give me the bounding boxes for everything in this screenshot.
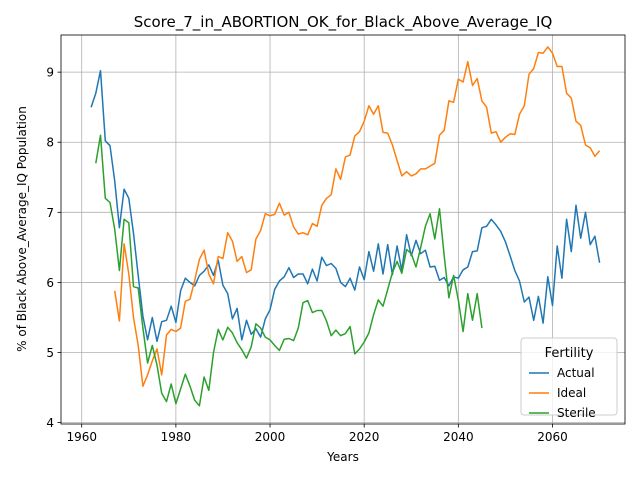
series-line-ideal (113, 46, 601, 387)
x-tick-label: 2020 (349, 430, 380, 444)
legend-label-actual: Actual (557, 366, 595, 380)
y-axis-ticks: 4 5 6 7 8 9 (46, 66, 61, 430)
legend-title: Fertility (545, 346, 594, 361)
legend-label-sterile: Sterile (557, 406, 596, 420)
chart-title: Score_7_in_ABORTION_OK_for_Black_Above_A… (134, 13, 553, 32)
y-tick-label: 5 (46, 346, 54, 360)
y-tick-label: 7 (46, 206, 54, 220)
x-axis-ticks: 1960 1980 2000 2020 2040 2060 (66, 424, 568, 444)
series-line-actual (90, 69, 601, 343)
legend-label-ideal: Ideal (557, 386, 586, 400)
x-tick-label: 2040 (443, 430, 474, 444)
x-tick-label: 2060 (537, 430, 568, 444)
x-axis-label: Years (326, 450, 359, 464)
x-tick-label: 2000 (255, 430, 286, 444)
series-layer (90, 46, 601, 407)
legend-box (520, 337, 618, 416)
legend: Fertility Actual Ideal Sterile (520, 337, 618, 420)
y-tick-label: 6 (46, 276, 54, 290)
legend-items: Actual Ideal Sterile (529, 366, 596, 420)
x-tick-label: 1980 (161, 430, 192, 444)
y-tick-label: 9 (46, 66, 54, 80)
series-line-sterile (95, 134, 483, 407)
y-tick-label: 4 (46, 416, 54, 430)
plot-frame (60, 34, 626, 425)
y-axis-label: % of Black Above_Average_IQ Population (15, 106, 29, 352)
x-tick-label: 1960 (66, 430, 97, 444)
y-tick-label: 8 (46, 136, 54, 150)
